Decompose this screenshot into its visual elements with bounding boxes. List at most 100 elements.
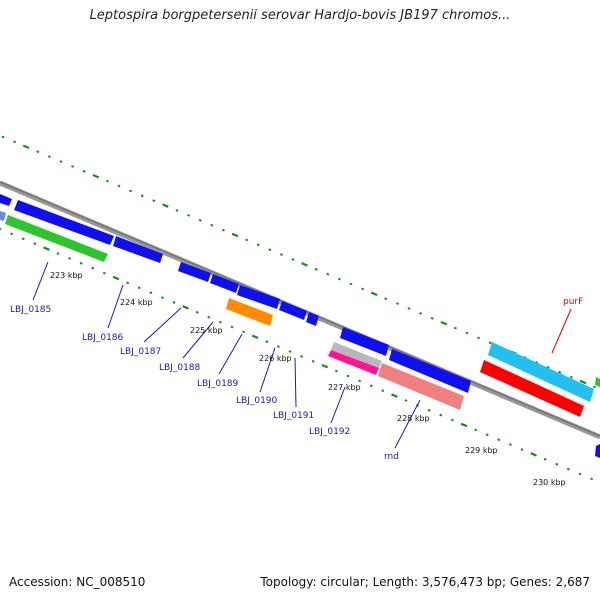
gene-feature-salmon[interactable]: [378, 363, 464, 410]
gene-feature-lbj0188[interactable]: [210, 274, 239, 293]
minor-tick: [36, 150, 40, 154]
gene-label-lbj0187[interactable]: LBJ_0187: [120, 347, 161, 357]
gene-feature-lbj0190[interactable]: [279, 301, 307, 320]
gene-feature-edge[interactable]: [595, 444, 600, 458]
minor-tick: [137, 286, 141, 290]
minor-tick: [187, 213, 191, 217]
minor-tick: [245, 238, 249, 242]
minor-tick: [395, 302, 399, 306]
minor-tick: [288, 350, 292, 353]
gene-label-lbj0188[interactable]: LBJ_0188: [159, 363, 201, 373]
gene-feature-rnd[interactable]: [389, 349, 471, 393]
gene-feature-purf-cyan[interactable]: [488, 342, 594, 402]
minor-tick: [326, 272, 330, 276]
minor-tick: [198, 218, 202, 222]
gene-feature-lbj0191[interactable]: [306, 312, 319, 326]
leader-rnd: [394, 399, 421, 449]
minor-tick: [71, 164, 75, 168]
gene-label-lbj0190[interactable]: LBJ_0190: [236, 396, 278, 406]
gene-feature-lbj0189[interactable]: [237, 285, 280, 309]
minor-tick: [349, 282, 353, 286]
kbp-label-223: 223 kbp: [50, 271, 83, 280]
accession-text: Accession: NC_008510: [9, 575, 146, 589]
minor-tick: [59, 160, 63, 163]
gene-feature-lbj0186[interactable]: [113, 236, 163, 263]
gene-feature[interactable]: [0, 194, 12, 206]
minor-tick: [126, 281, 130, 285]
gene-label-lbj0189[interactable]: LBJ_0189: [197, 379, 239, 389]
minor-tick: [268, 248, 272, 252]
major-tick: [231, 232, 239, 238]
gene-feature-gray[interactable]: [331, 342, 382, 368]
minor-tick: [407, 307, 411, 310]
minor-tick: [497, 438, 501, 442]
minor-tick: [369, 384, 373, 388]
gene-label-purf[interactable]: purF: [563, 297, 583, 307]
minor-tick: [508, 443, 512, 447]
gene-feature-lbj0187[interactable]: [178, 262, 211, 282]
inner-ticks: [0, 227, 600, 484]
gene-feature-lbj0185[interactable]: [14, 200, 114, 245]
minor-tick: [477, 336, 481, 340]
leader-lbj0192: [330, 386, 346, 424]
gene-feature[interactable]: [0, 211, 6, 221]
gene-feature-lbj0185-green[interactable]: [5, 215, 108, 262]
outer-ticks: [1, 135, 597, 389]
minor-tick: [129, 189, 133, 193]
minor-tick: [546, 365, 550, 369]
gene-label-lbj0192[interactable]: LBJ_0192: [309, 427, 350, 437]
major-tick: [112, 275, 120, 281]
leader-lbj0190: [259, 347, 276, 393]
gene-label-lbj0185[interactable]: LBJ_0185: [10, 305, 51, 315]
minor-tick: [358, 379, 362, 383]
topology-text: Topology: circular; Length: 3,576,473 bp…: [260, 575, 590, 589]
kbp-labels: 223 kbp 224 kbp 225 kbp 226 kbp 227 kbp …: [50, 271, 566, 487]
gene-feature-orange[interactable]: [226, 298, 273, 326]
kbp-label-224: 224 kbp: [120, 298, 153, 307]
minor-tick: [346, 374, 350, 378]
kbp-label-228: 228 kbp: [397, 414, 430, 423]
minor-tick: [300, 354, 304, 358]
minor-tick: [453, 326, 457, 330]
major-tick: [22, 144, 30, 150]
minor-tick: [117, 184, 121, 188]
gene-feature-purf-red[interactable]: [480, 360, 584, 417]
minor-tick: [361, 287, 365, 291]
minor-tick: [381, 389, 385, 393]
gene-feature-lbj0192[interactable]: [340, 327, 389, 356]
kbp-label-226: 226 kbp: [259, 354, 292, 363]
minor-tick: [102, 271, 106, 275]
minor-tick: [242, 330, 246, 334]
minor-tick: [590, 477, 594, 481]
minor-tick: [1, 135, 5, 139]
minor-tick: [593, 385, 597, 389]
minor-tick: [91, 266, 95, 270]
leader-lbj0188: [182, 321, 214, 359]
minor-tick: [47, 155, 51, 159]
major-tick: [251, 334, 259, 340]
minor-tick: [265, 340, 269, 344]
major-tick: [370, 291, 378, 297]
major-tick: [43, 246, 50, 251]
major-tick: [391, 393, 398, 398]
major-tick: [440, 320, 448, 326]
minor-tick: [172, 301, 176, 304]
kbp-label-230: 230 kbp: [533, 478, 566, 487]
gene-label-lbj0186[interactable]: LBJ_0186: [82, 333, 124, 343]
minor-tick: [221, 228, 225, 232]
minor-tick: [450, 418, 454, 422]
minor-tick: [488, 341, 492, 345]
major-tick: [460, 422, 468, 428]
gene-feature-magenta[interactable]: [328, 350, 379, 375]
gene-feature-edge-green[interactable]: [595, 377, 600, 387]
gene-label-lbj0191[interactable]: LBJ_0191: [273, 411, 314, 421]
map-title: Leptospira borgpetersenii serovar Hardjo…: [89, 8, 511, 23]
major-tick: [579, 379, 587, 385]
minor-tick: [520, 448, 524, 451]
leader-lbj0186: [107, 284, 124, 329]
gene-label-rnd[interactable]: rnd: [384, 452, 399, 462]
minor-tick: [430, 316, 434, 320]
minor-tick: [195, 310, 199, 314]
minor-tick: [68, 256, 72, 260]
